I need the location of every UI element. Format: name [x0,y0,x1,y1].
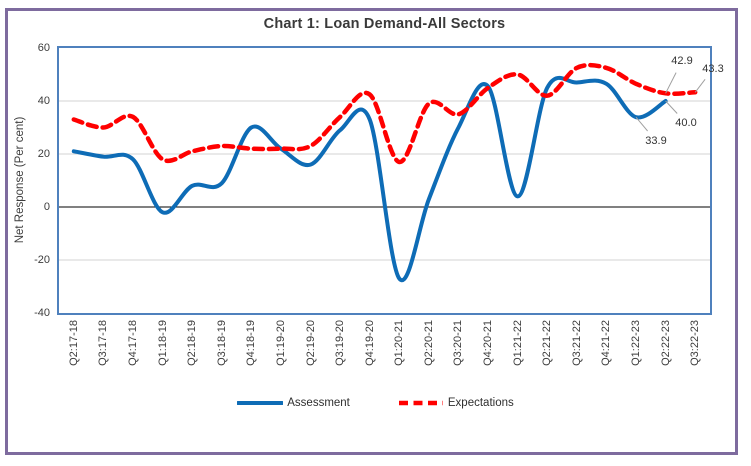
data-label: 40.0 [675,117,697,129]
leader-line [665,100,678,114]
legend-item-assessment: Assessment [237,397,350,409]
x-axis-label: Q4:17-18 [126,320,139,366]
x-axis-label: Q3:17-18 [97,320,110,366]
leader-line [694,78,706,93]
x-axis-label: Q3:19-20 [334,320,347,366]
x-axis-label: Q3:18-19 [215,320,228,366]
legend-label-assessment: Assessment [287,397,350,409]
legend-label-expectations: Expectations [447,397,514,409]
x-axis-label: Q4:18-19 [245,320,258,366]
x-axis-label: Q1:21-22 [511,320,524,366]
x-axis-label: Q2:18-19 [186,320,199,366]
x-axis-label: Q1:19-20 [274,320,287,366]
assessment-line-swatch-icon [237,401,284,405]
x-axis-label: Q1:22-23 [630,320,643,366]
x-axis-label: Q2:22-23 [659,320,672,366]
y-axis-tick-label: -40 [34,307,50,319]
x-axis-label: Q4:19-20 [363,320,376,366]
expectations-line-swatch-icon [398,400,443,406]
legend: Assessment Expectations [0,394,751,412]
chart-canvas [59,62,710,283]
x-axis-label: Q2:20-21 [422,320,435,366]
x-axis-label: Q2:19-20 [304,320,317,366]
leader-line [635,116,648,132]
plot-area [57,46,712,315]
y-axis-tick-label: 60 [37,42,50,54]
chart-title: Chart 1: Loan Demand-All Sectors [263,16,506,32]
y-axis-title: Net Response (Per cent) [14,116,26,244]
data-label: 33.9 [645,135,667,147]
y-axis-tick-label: 20 [37,148,50,160]
assessment-line [71,75,668,283]
y-axis-tick-label: -20 [34,254,50,266]
x-axis-label: Q4:21-22 [600,320,613,366]
expectations-line [71,62,698,165]
leader-line [665,72,677,94]
x-axis-label: Q3:21-22 [570,320,583,366]
x-axis-label: Q2:17-18 [67,320,80,366]
x-axis-label: Q1:20-21 [393,320,406,366]
y-axis-tick-label: 0 [43,201,50,213]
x-axis-label: Q3:22-23 [689,320,702,366]
x-axis-label: Q2:21-22 [541,320,554,366]
y-axis-tick-label: 40 [37,95,50,107]
data-label: 43.3 [702,63,724,75]
x-axis-label: Q4:20-21 [482,320,495,366]
data-label: 42.9 [671,55,693,67]
x-axis-label: Q3:20-21 [452,320,465,366]
x-axis-label: Q1:18-19 [156,320,169,366]
legend-item-expectations: Expectations [398,397,514,409]
